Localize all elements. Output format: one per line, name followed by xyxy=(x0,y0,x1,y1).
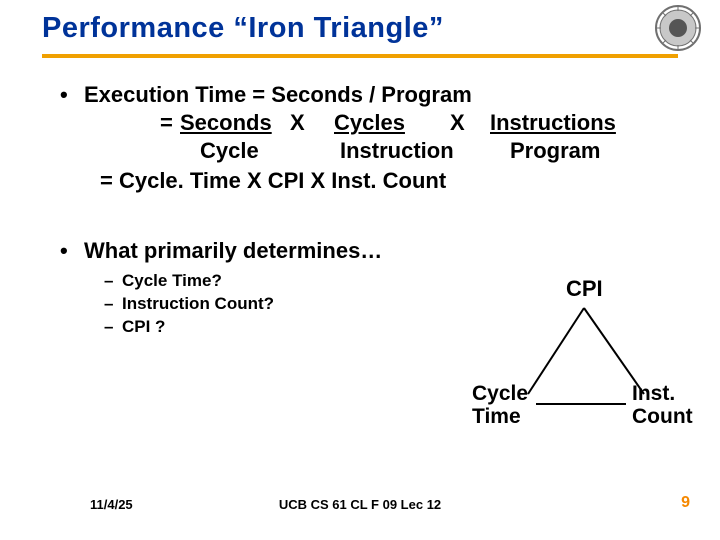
triangle-label-cpi: CPI xyxy=(566,276,603,302)
seal-icon xyxy=(654,4,702,52)
tri-ic-2: Count xyxy=(632,405,693,428)
sub-inst-count: –Instruction Count? xyxy=(104,293,274,316)
iron-triangle-diagram: CPI Cycle Time Inst. Count xyxy=(450,264,710,454)
x-2: X xyxy=(450,110,465,136)
triangle-label-cycle-time: Cycle Time xyxy=(472,382,528,428)
formula-compact: = Cycle. Time X CPI X Inst. Count xyxy=(100,168,446,194)
sub-inst-count-text: Instruction Count? xyxy=(122,294,274,313)
footer-center: UCB CS 61 CL F 09 Lec 12 xyxy=(0,497,720,512)
bullet-dot-icon: • xyxy=(60,238,68,264)
sub-cpi-text: CPI ? xyxy=(122,317,165,336)
tri-ic-1: Inst. xyxy=(632,382,693,405)
bullet-exec-time-text: Execution Time = Seconds / Program xyxy=(84,82,472,108)
denom-program: Program xyxy=(510,138,600,164)
frac-seconds: Seconds xyxy=(180,110,272,136)
eq-sign: = xyxy=(160,110,173,136)
sub-cpi: –CPI ? xyxy=(104,316,274,339)
x-1: X xyxy=(290,110,305,136)
footer-page-number: 9 xyxy=(681,494,690,512)
frac-instructions: Instructions xyxy=(490,110,616,136)
title-underline xyxy=(42,54,678,58)
sub-cycle-time-text: Cycle Time? xyxy=(122,271,222,290)
tri-ct-1: Cycle xyxy=(472,382,528,405)
slide-title: Performance “Iron Triangle” xyxy=(42,12,696,45)
sub-bullet-list: –Cycle Time? –Instruction Count? –CPI ? xyxy=(104,270,274,339)
tri-ct-2: Time xyxy=(472,405,528,428)
bullet-determines-text: What primarily determines… xyxy=(84,238,382,264)
denom-cycle: Cycle xyxy=(200,138,259,164)
denom-instruction: Instruction xyxy=(340,138,454,164)
sub-cycle-time: –Cycle Time? xyxy=(104,270,274,293)
bullet-dot-icon: • xyxy=(60,82,68,108)
frac-cycles: Cycles xyxy=(334,110,405,136)
triangle-label-inst-count: Inst. Count xyxy=(632,382,693,428)
